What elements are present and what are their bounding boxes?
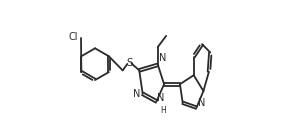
Text: S: S — [126, 58, 133, 68]
Text: N: N — [158, 53, 166, 63]
Text: N: N — [133, 89, 140, 99]
Text: H: H — [160, 106, 166, 115]
Text: N: N — [198, 98, 205, 108]
Text: Cl: Cl — [68, 32, 78, 42]
Text: N: N — [157, 93, 164, 103]
